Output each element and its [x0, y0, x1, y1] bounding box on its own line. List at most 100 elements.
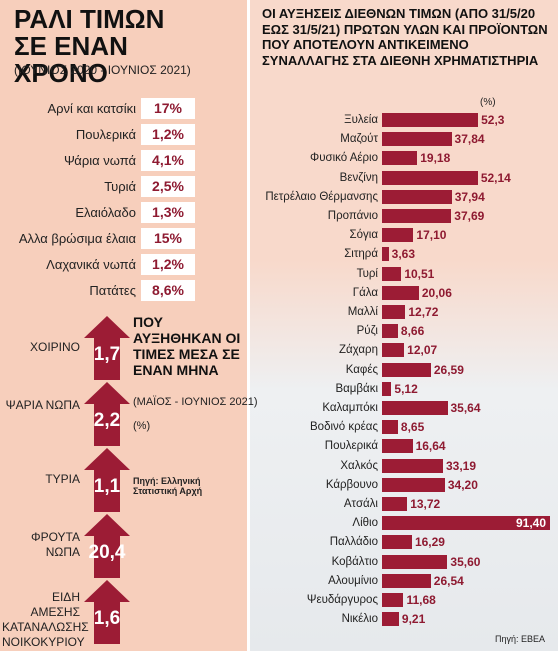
row-label: ΕΙΔΗ ΑΜΕΣΗΣ ΚΑΤΑΝΑΛΩΣΗΣ ΝΟΙΚΟΚΥΡΙΟΥ [2, 590, 89, 649]
value-label: 9,21 [401, 612, 426, 627]
bar [382, 554, 448, 569]
value-label: 35,64 [450, 401, 481, 415]
value-label: 1,3% [152, 204, 184, 220]
value-box [141, 124, 195, 145]
value-label: 37,84 [454, 132, 485, 147]
row-label: Ξυλεία [344, 114, 378, 126]
value-label: 12,07 [407, 343, 438, 358]
value-box [141, 98, 195, 119]
value-box [141, 254, 195, 275]
value-label: 1,6 [93, 608, 121, 629]
row-label: Πουλερικά [75, 127, 136, 142]
value-label: 37,69 [454, 209, 485, 223]
value-label: 10,51 [404, 266, 435, 281]
chart-subtitle: (ΙΟΥΝΙΟΣ 2020 - ΙΟΥΝΙΟΣ 2021) [14, 63, 191, 77]
arrow [84, 448, 130, 512]
row-label: Ελαιόλαδο [75, 205, 136, 220]
row-label: Βοδινό κρέας [310, 421, 378, 434]
unit-label: (%) [133, 420, 151, 432]
value-label: 15% [153, 230, 183, 246]
row-label: Προπάνιο [327, 210, 378, 222]
value-label: 1,7 [93, 344, 121, 365]
row-label: Κοβάλτιο [331, 555, 378, 568]
value-label: 8,65 [400, 420, 425, 435]
value-label: 19,18 [420, 151, 451, 166]
arrow [84, 514, 130, 578]
value-label: 4,1% [152, 152, 184, 168]
value-label: 20,06 [421, 285, 452, 300]
value-label: 35,60 [450, 554, 481, 569]
value-label: 8,66 [400, 324, 425, 339]
bar [382, 612, 399, 627]
row-label: Ψευδάργυρος [306, 594, 378, 606]
value-box [141, 176, 195, 197]
row-label: Λίθιο [352, 517, 378, 530]
row-label: ΤΥΡΙΑ [45, 472, 80, 486]
bar [382, 343, 405, 358]
unit-label: (%) [480, 97, 496, 108]
bar [382, 324, 398, 339]
bar [382, 420, 398, 435]
value-label: 16,64 [415, 439, 446, 454]
arrow-shape [84, 448, 130, 512]
row-label: ΨΑΡΙΑ ΝΩΠΑ [5, 398, 80, 412]
value-label: 13,72 [410, 497, 441, 511]
bar [382, 573, 431, 588]
bar [382, 458, 443, 473]
row-label: Καλαμπόκι [322, 402, 378, 414]
row-label: Βενζίνη [339, 171, 378, 184]
row-label: Μαζούτ [340, 133, 378, 146]
row-label: Ρύζι [356, 325, 378, 338]
row-label: Αλουμίνιο [328, 574, 378, 587]
bar [382, 305, 406, 319]
value-label: 1,2% [152, 256, 184, 272]
value-label: 2,2 [93, 410, 121, 431]
bar [382, 439, 413, 454]
row-label: Χαλκός [340, 459, 378, 472]
value-label: 33,19 [446, 458, 477, 473]
row-label: Ψάρια νωπά [63, 153, 136, 168]
arrow [84, 580, 130, 644]
row-label: Ζάχαρη [339, 344, 378, 357]
row-label: Πετρέλαιο Θέρμανσης [265, 190, 378, 203]
row-label: Ατσάλι [343, 498, 378, 510]
bar [382, 113, 479, 127]
bar [382, 535, 412, 550]
bar [382, 228, 414, 243]
value-label: 34,20 [447, 477, 478, 492]
bar [382, 151, 418, 166]
bar [382, 477, 445, 492]
row-label: Τυρί [356, 267, 378, 280]
value-label: 26,54 [433, 573, 464, 588]
value-box [141, 150, 195, 171]
bar [382, 401, 448, 415]
arrow-shape [84, 316, 130, 380]
value-label: 20,4 [88, 542, 126, 563]
bar [382, 170, 478, 185]
value-box [141, 228, 195, 249]
value-box [141, 202, 195, 223]
value-label: 5,12 [394, 381, 418, 396]
row-label: Βαμβάκι [335, 382, 378, 395]
row-label: Λαχανικά νωπά [46, 257, 136, 272]
arrow [84, 382, 130, 446]
arrow-shape [84, 382, 130, 446]
value-label: 1,1 [93, 476, 121, 497]
row-label: ΦΡΟΥΤΑ ΝΩΠΑ [31, 530, 80, 559]
value-label: 1,2% [152, 126, 184, 142]
chart-title: ΡΑΛΙ ΤΙΜΩΝ ΣΕ ΕΝΑΝ ΧΡΟΝΟ [14, 4, 165, 88]
row-label: Αρνί και κατσίκι [47, 101, 136, 116]
source: Πηγή: ΕΒΕΑ [495, 634, 546, 644]
bar [382, 381, 392, 396]
row-label: Πουλερικά [324, 440, 378, 453]
row-label: Γάλα [352, 286, 378, 299]
bar [382, 516, 550, 531]
bar [382, 362, 431, 377]
value-label: 3,63 [391, 247, 416, 262]
row-label: Καφές [345, 363, 378, 376]
row-label: ΧΟΙΡΙΝΟ [29, 340, 80, 354]
chart-subtitle: (ΜΑΪΟΣ - ΙΟΥΝΙΟΣ 2021) [133, 396, 258, 408]
bar [382, 266, 402, 281]
value-label: 17% [153, 100, 183, 116]
